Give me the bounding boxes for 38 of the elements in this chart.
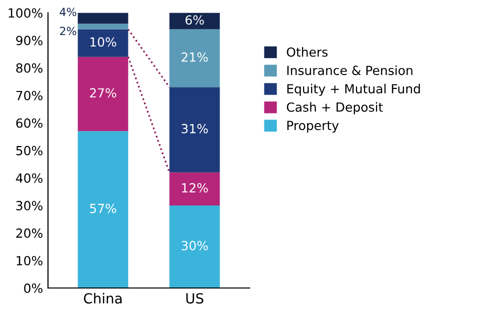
bar	[78, 29, 128, 57]
y-tick-label: 90%	[16, 36, 42, 46]
data-label: 4%	[60, 8, 76, 16]
data-label: 30%	[182, 240, 208, 250]
y-tick-label: 60%	[16, 118, 42, 128]
bar	[169, 172, 220, 206]
y-tick-label: 80%	[16, 63, 42, 73]
y-tick-label: 0%	[24, 283, 42, 293]
bar	[169, 12, 220, 30]
y-tick-label: 10%	[16, 256, 42, 266]
data-label: 21%	[182, 52, 208, 62]
legend-label: Others	[286, 47, 328, 57]
data-label: 57%	[90, 204, 116, 214]
y-tick-label: 100%	[8, 8, 42, 18]
data-label: 2%	[60, 26, 76, 36]
data-label: 31%	[182, 124, 208, 134]
data-label: 27%	[90, 88, 116, 98]
y-tick-label: 40%	[16, 173, 42, 183]
data-label: 6%	[186, 15, 204, 25]
data-label: 10%	[90, 37, 116, 47]
bar	[78, 24, 128, 30]
legend-label: Cash + Deposit	[286, 102, 383, 114]
legend-label: Equity + Mutual Fund	[287, 84, 420, 96]
x-tick-label: US	[186, 293, 204, 304]
y-tick-label: 70%	[16, 90, 42, 100]
bar	[169, 205, 220, 288]
bar	[169, 29, 220, 88]
x-tick-label: China	[84, 292, 122, 304]
legend-label: Insurance & Pension	[287, 65, 412, 76]
y-tick-label: 30%	[16, 200, 42, 210]
y-tick-label: 50%	[16, 146, 42, 156]
y-tick-label: 20%	[16, 228, 42, 238]
bar	[78, 56, 128, 132]
data-label: 12%	[182, 183, 208, 193]
bar	[169, 87, 220, 172]
bar	[78, 131, 128, 288]
bar	[78, 12, 128, 24]
legend-label: Property	[287, 120, 339, 133]
